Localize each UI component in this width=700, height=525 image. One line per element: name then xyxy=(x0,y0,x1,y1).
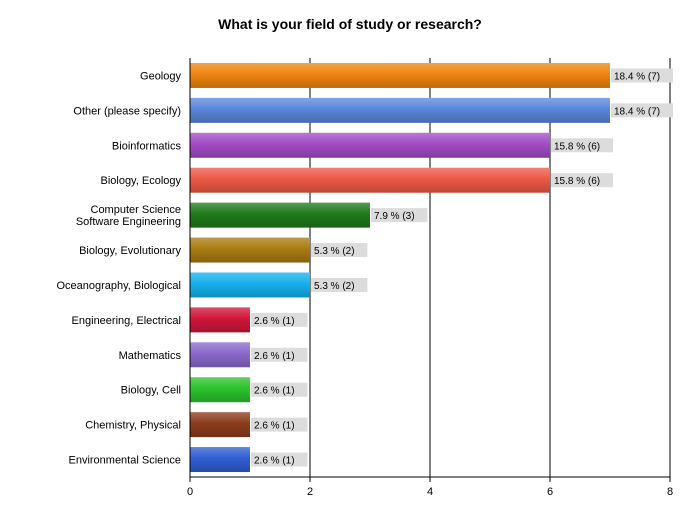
bar xyxy=(190,167,550,193)
x-tick-label: 6 xyxy=(547,486,553,498)
data-label-bg xyxy=(611,103,673,118)
data-label-bg xyxy=(611,68,673,83)
category-label: Biology, Cell xyxy=(121,385,181,397)
bar xyxy=(190,342,250,368)
bar xyxy=(190,132,550,158)
chart-title: What is your field of study or research? xyxy=(218,16,482,32)
category-label: Oceanography, Biological xyxy=(56,280,181,292)
gridlines xyxy=(309,58,671,477)
data-label: 7.9 % (3) xyxy=(374,211,415,222)
data-label: 5.3 % (2) xyxy=(314,246,355,257)
data-label-bg xyxy=(311,243,368,258)
category-labels: Geology Other (please specify) Bioinformat… xyxy=(56,70,181,466)
data-label: 2.6 % (1) xyxy=(254,456,295,467)
data-label: 18.4 % (7) xyxy=(614,71,660,82)
category-label: Software Engineering xyxy=(76,216,181,228)
data-label: 2.6 % (1) xyxy=(254,316,295,327)
bar xyxy=(190,97,610,123)
data-label: 18.4 % (7) xyxy=(614,106,660,117)
category-label: Computer Science xyxy=(91,204,182,216)
bar xyxy=(190,202,370,228)
bar xyxy=(190,272,310,298)
data-label: 2.6 % (1) xyxy=(254,351,295,362)
data-label: 5.3 % (2) xyxy=(314,281,355,292)
bar xyxy=(190,237,310,263)
data-label: 2.6 % (1) xyxy=(254,421,295,432)
category-label: Biology, Ecology xyxy=(100,175,181,187)
category-label: Biology, Evolutionary xyxy=(79,245,181,257)
category-label: Geology xyxy=(140,70,181,82)
category-label: Environmental Science xyxy=(68,455,181,467)
bar xyxy=(190,377,250,403)
data-label: 15.8 % (6) xyxy=(554,176,600,187)
data-label-bg xyxy=(251,452,308,467)
data-label-bg xyxy=(251,347,308,362)
data-label-bg xyxy=(251,312,308,327)
data-label-bg xyxy=(311,277,368,292)
x-tick-label: 8 xyxy=(667,486,673,498)
bar xyxy=(190,307,250,333)
bar xyxy=(190,447,250,473)
category-label: Engineering, Electrical xyxy=(72,315,181,327)
category-label: Other (please specify) xyxy=(73,105,181,117)
data-label-bg xyxy=(251,417,308,432)
x-axis: 0 2 4 6 8 xyxy=(187,58,673,498)
data-label: 2.6 % (1) xyxy=(254,386,295,397)
x-tick-label: 4 xyxy=(427,486,433,498)
category-label: Mathematics xyxy=(119,350,182,362)
bars: 18.4 % (7) 18.4 % (7) 15.8 % (6) 15.8 % (6)… xyxy=(190,62,673,473)
category-label: Bioinformatics xyxy=(112,140,182,152)
data-label-bg xyxy=(251,382,308,397)
bar xyxy=(190,412,250,438)
category-label: Chemistry, Physical xyxy=(85,420,181,432)
data-label-bg xyxy=(551,138,613,153)
data-label-bg xyxy=(551,173,613,188)
x-tick-label: 0 xyxy=(187,486,193,498)
x-tick-label: 2 xyxy=(307,486,313,498)
data-label: 15.8 % (6) xyxy=(554,141,600,152)
bar xyxy=(190,62,610,88)
data-label-bg xyxy=(371,208,428,223)
